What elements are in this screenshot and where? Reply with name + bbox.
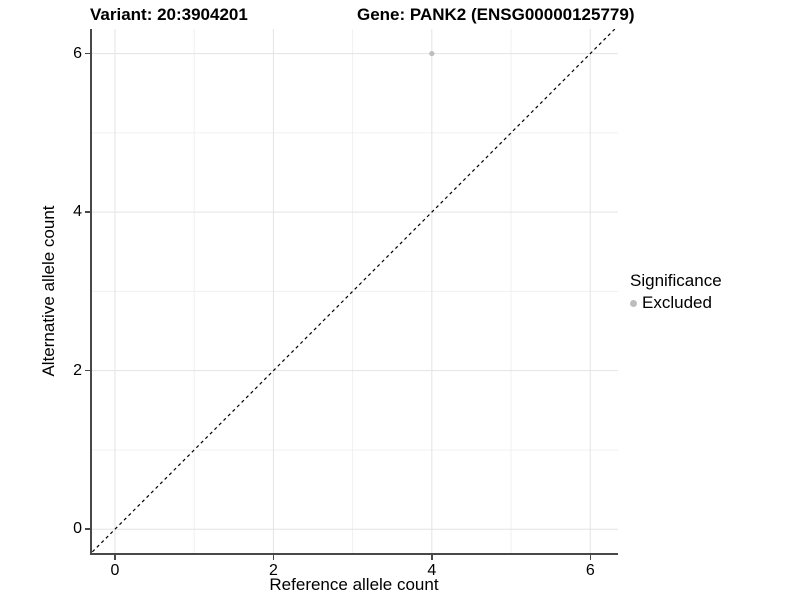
plot-title-variant: Variant: 20:3904201: [90, 5, 248, 24]
plot-panel: [90, 29, 618, 555]
plot-title-gene: Gene: PANK2 (ENSG00000125779): [357, 5, 635, 24]
x-tick-label: 2: [268, 562, 278, 579]
plot-canvas: [92, 29, 618, 553]
x-tick-label: 4: [427, 562, 437, 579]
x-tick-mark: [589, 555, 592, 560]
y-tick-mark: [85, 52, 90, 55]
y-tick-mark: [85, 211, 90, 213]
y-tick-mark: [85, 369, 90, 372]
y-tick-label: 4: [73, 203, 82, 221]
x-axis-title: Reference allele count: [269, 575, 439, 594]
y-tick-label: 0: [73, 520, 82, 538]
legend-entry-label: Excluded: [642, 293, 712, 312]
legend-marker-icon: [630, 299, 637, 307]
x-tick-mark: [431, 555, 433, 560]
y-tick-mark: [85, 528, 90, 530]
x-tick-mark: [114, 555, 116, 560]
legend: Significance Excluded: [630, 271, 722, 313]
legend-title: Significance: [630, 271, 722, 290]
x-tick-mark: [272, 555, 275, 560]
y-tick-label: 2: [73, 361, 82, 379]
y-tick-label: 6: [73, 44, 82, 62]
data-point: [429, 50, 435, 57]
y-axis-title: Alternative allele count: [39, 205, 58, 377]
x-tick-label: 0: [110, 562, 120, 579]
legend-entry-excluded: Excluded: [630, 293, 722, 313]
x-tick-label: 6: [585, 562, 595, 579]
